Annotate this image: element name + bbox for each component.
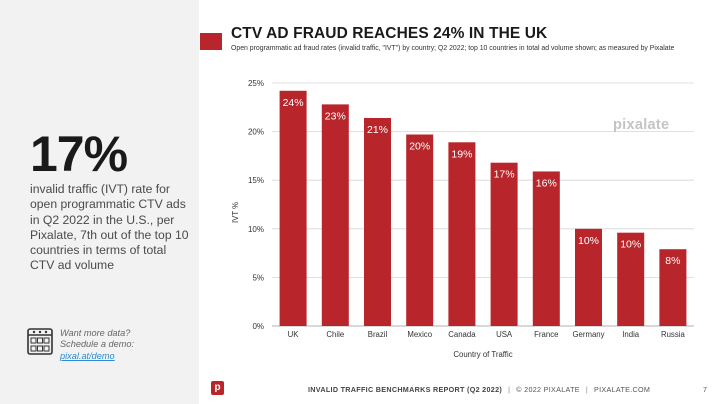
page-number: 7 [703,385,707,394]
x-tick-label: Brazil [368,330,388,339]
x-tick-label: France [534,330,558,339]
y-tick-label: 0% [252,322,264,331]
data-label: 10% [578,235,599,247]
x-tick-label: USA [496,330,513,339]
x-tick-label: UK [288,330,300,339]
bar [406,134,434,326]
data-label: 17% [494,169,515,181]
y-tick-label: 25% [248,79,264,88]
demo-link[interactable]: pixal.at/demo [60,350,115,361]
watermark-logo: pixalate [613,117,670,133]
y-axis-label: IVT % [231,202,240,223]
stat-description: invalid traffic (IVT) rate for open prog… [30,182,189,273]
chart-subtitle: Open programmatic ad fraud rates (invali… [231,45,675,52]
data-label: 16% [536,177,557,189]
cta-text: Want more data? Schedule a demo: pixal.a… [60,328,190,362]
bar [321,104,349,326]
data-label: 24% [283,97,304,109]
x-tick-label: Chile [326,330,344,339]
sidebar-panel [0,0,199,404]
bar [617,232,645,326]
calendar-icon [27,328,53,355]
pixalate-logo-icon: p [211,381,224,395]
cta-line-1: Want more data? [60,328,131,338]
stat-value: 17% [30,126,128,182]
data-label: 20% [409,141,430,153]
y-tick-label: 15% [248,176,264,185]
chart-title: CTV AD FRAUD REACHES 24% IN THE UK [231,25,548,42]
data-label: 8% [665,255,680,267]
data-label: 21% [367,124,388,136]
data-label: 23% [325,110,346,122]
bar [363,117,392,326]
data-label: 10% [620,239,641,251]
y-tick-label: 10% [248,225,264,234]
bar [659,249,687,326]
footer: INVALID TRAFFIC BENCHMARKS REPORT (Q2 20… [308,385,651,394]
y-tick-label: 5% [252,273,264,282]
data-label: 19% [451,148,472,160]
x-axis-label: Country of Traffic [453,350,512,359]
footer-report: INVALID TRAFFIC BENCHMARKS REPORT (Q2 20… [308,385,503,394]
bar [532,171,560,326]
x-tick-label: Germany [572,330,604,339]
bar [490,162,518,326]
x-tick-label: India [622,330,640,339]
title-accent-bar [200,33,222,50]
cta-line-2: Schedule a demo: [60,339,135,350]
footer-site: PIXALATE.COM [594,385,651,394]
y-tick-label: 20% [248,128,264,137]
x-tick-label: Canada [448,330,476,339]
x-tick-label: Mexico [407,330,432,339]
bar [279,90,307,326]
footer-copyright: © 2022 PIXALATE [516,385,580,394]
bar [574,228,603,326]
bar [448,142,476,326]
x-tick-label: Russia [661,330,685,339]
